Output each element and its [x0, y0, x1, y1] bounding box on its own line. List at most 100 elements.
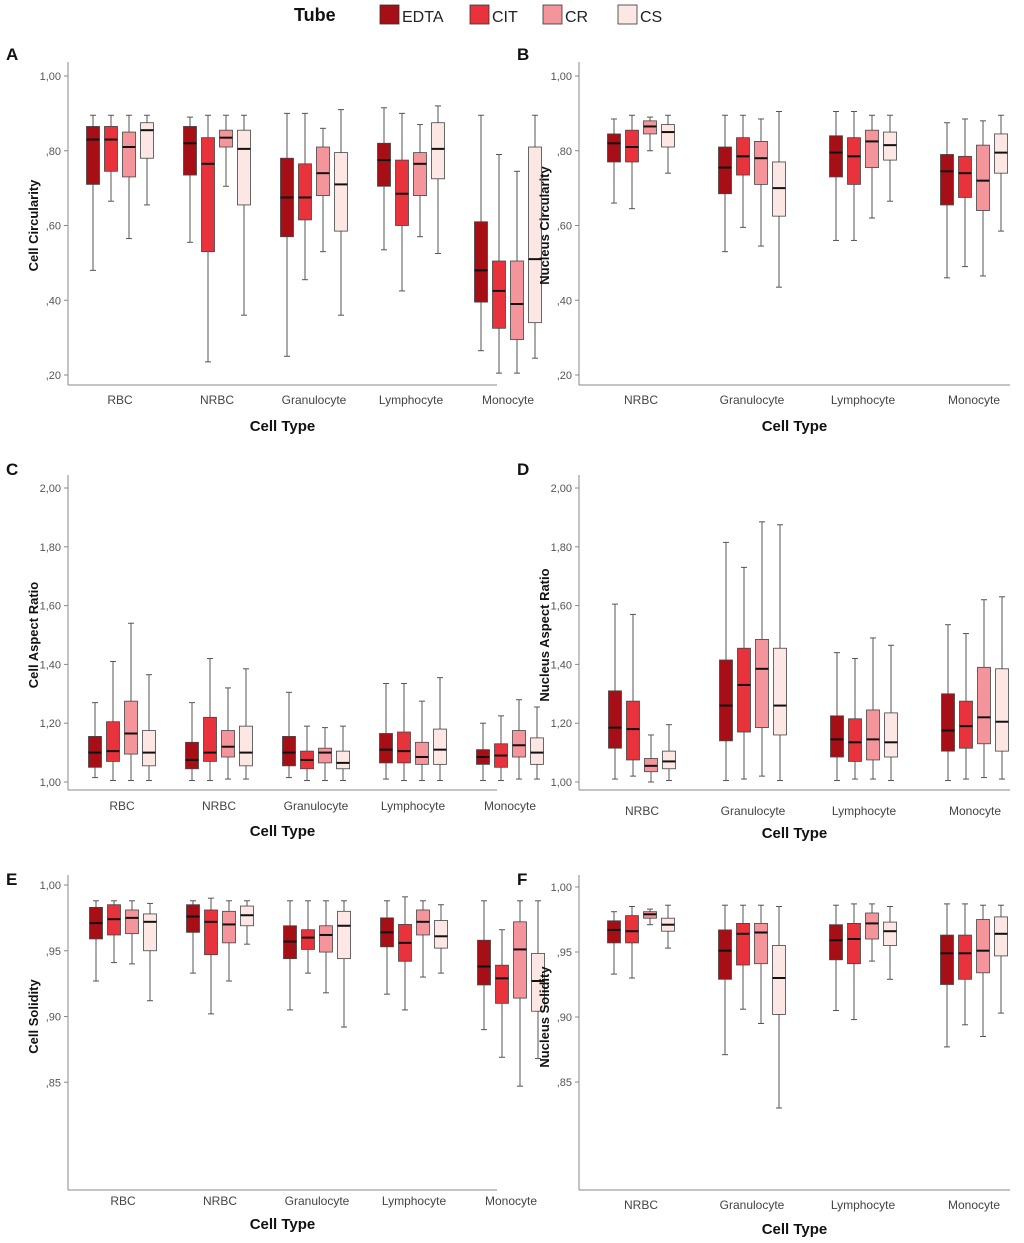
y-tick-label: 1,20	[40, 718, 61, 730]
box-cit-granulocyte	[736, 904, 750, 1010]
box-body	[492, 260, 506, 329]
box-edta-nrbc	[186, 900, 200, 974]
box-cit-nrbc	[201, 114, 215, 363]
panel-b: B ,20 ,40 ,60 ,80 1,00 Nucleus Circularity NRBC…	[517, 45, 1010, 435]
x-tick-label-lymphocyte: Lymphocyte	[379, 393, 444, 407]
box-body	[662, 750, 676, 770]
box-cit-lymphocyte	[395, 112, 409, 292]
y-tick-label: ,90	[557, 1012, 572, 1024]
box-cit-lymphocyte	[398, 896, 412, 1011]
y-tick-label: 1,00	[40, 71, 61, 83]
box-cit-nrbc	[626, 613, 640, 777]
x-tick-label-rbc: RBC	[110, 1194, 136, 1208]
box-edta-lymphocyte	[829, 111, 843, 241]
box-cr-granulocyte	[754, 118, 768, 247]
box-body	[474, 221, 488, 303]
box-body	[718, 146, 732, 195]
box-edta-lymphocyte	[377, 107, 391, 251]
box-body	[413, 152, 427, 196]
box-cr-lymphocyte	[866, 637, 880, 780]
panel-label: D	[517, 460, 529, 479]
box-cr-monocyte	[510, 170, 524, 374]
box-edta-rbc	[88, 702, 102, 779]
box-cit-granulocyte	[298, 112, 312, 281]
x-tick-label-granulocyte: Granulocyte	[721, 804, 786, 818]
y-axis-label: Cell Solidity	[26, 979, 41, 1054]
x-tick-label-monocyte: Monocyte	[485, 1194, 537, 1208]
box-cit-lymphocyte	[848, 658, 862, 780]
box-body	[186, 904, 200, 933]
box-edta-granulocyte	[718, 904, 732, 1056]
x-axis-label: Cell Type	[762, 1221, 828, 1238]
box-body	[477, 939, 491, 986]
box-edta-granulocyte	[283, 900, 297, 1011]
box-cs-nrbc	[239, 668, 253, 780]
y-tick-label: 1,00	[40, 880, 61, 892]
box-body	[865, 129, 879, 168]
box-body	[431, 122, 445, 180]
box-cr-granulocyte	[318, 727, 332, 782]
box-cit-rbc	[107, 900, 121, 964]
box-cr-monocyte	[512, 699, 526, 780]
box-body	[608, 690, 622, 749]
x-tick-label-lymphocyte: Lymphocyte	[831, 1198, 896, 1212]
box-cr-monocyte	[513, 900, 527, 1087]
box-cs-rbc	[140, 114, 154, 206]
y-tick-label: ,80	[46, 146, 61, 158]
x-tick-label-nrbc: NRBC	[624, 1198, 658, 1212]
box-edta-nrbc	[608, 603, 622, 780]
box-cit-rbc	[106, 660, 120, 782]
x-axis-label: Cell Type	[250, 823, 316, 840]
y-tick-label: ,40	[46, 295, 61, 307]
y-tick-label: 1,00	[551, 882, 572, 894]
y-axis-label: Cell Circularity	[26, 179, 41, 272]
panel-e: E ,85 ,90 ,95 1,00 Cell Solidity RBC NRBC Granul…	[6, 870, 545, 1233]
box-body	[106, 721, 120, 762]
box-body	[754, 923, 768, 965]
box-cs-lymphocyte	[883, 114, 897, 202]
box-cs-granulocyte	[772, 111, 786, 288]
x-tick-label-nrbc: NRBC	[202, 799, 236, 813]
box-cr-rbc	[125, 900, 139, 965]
legend-label-edta: EDTA	[402, 9, 444, 26]
box-edta-granulocyte	[280, 112, 294, 357]
box-edta-monocyte	[940, 903, 954, 1048]
box-cs-rbc	[143, 902, 157, 1002]
box-cs-nrbc	[661, 114, 675, 174]
x-tick-label-nrbc: NRBC	[203, 1194, 237, 1208]
box-cr-nrbc	[643, 908, 657, 926]
box-edta-granulocyte	[719, 541, 733, 782]
box-cr-nrbc	[643, 116, 657, 152]
box-edta-monocyte	[477, 900, 491, 1031]
box-body	[510, 260, 524, 340]
box-body	[282, 736, 296, 767]
box-cs-lymphocyte	[884, 644, 898, 782]
box-body	[377, 142, 391, 187]
box-body	[940, 154, 954, 206]
box-cr-nrbc	[219, 114, 233, 187]
box-cs-monocyte	[530, 706, 544, 780]
box-cit-granulocyte	[737, 566, 751, 780]
box-cr-monocyte	[976, 120, 990, 277]
y-tick-label: ,85	[557, 1077, 572, 1089]
x-tick-label-granulocyte: Granulocyte	[282, 393, 347, 407]
box-cs-nrbc	[237, 114, 251, 316]
y-tick-label: 1,40	[551, 659, 572, 671]
x-tick-label-granulocyte: Granulocyte	[284, 799, 349, 813]
box-body	[415, 741, 429, 765]
box-cit-monocyte	[492, 153, 506, 374]
y-tick-label: 1,60	[551, 601, 572, 613]
y-tick-label: 2,00	[551, 483, 572, 495]
box-edta-nrbc	[607, 911, 621, 975]
box-body	[204, 909, 218, 956]
box-body	[941, 693, 955, 752]
box-cr-monocyte	[976, 904, 990, 1037]
box-body	[829, 924, 843, 961]
box-body	[397, 731, 411, 764]
x-axis-label: Cell Type	[762, 825, 828, 842]
box-body	[316, 146, 330, 196]
box-body	[495, 964, 509, 1004]
panel-label: F	[517, 870, 527, 889]
box-body	[237, 129, 251, 206]
box-edta-monocyte	[940, 122, 954, 279]
